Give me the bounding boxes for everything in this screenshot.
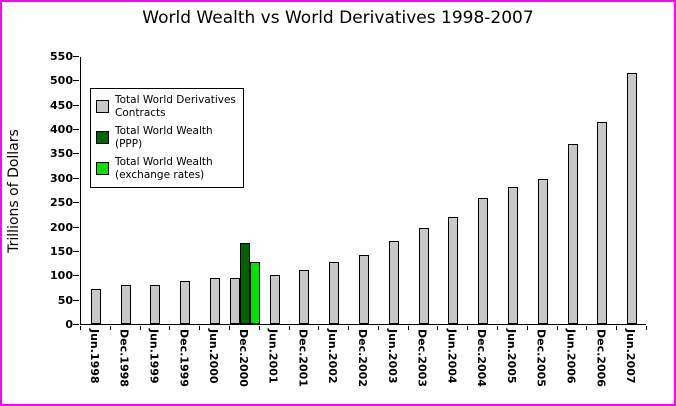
y-tick-mark — [73, 250, 79, 252]
bar — [120, 285, 131, 324]
plot-area — [80, 57, 646, 325]
x-tick-mark — [616, 326, 618, 330]
x-tick-label: Dec.2001 — [296, 329, 310, 387]
legend-swatch — [96, 131, 109, 145]
x-tick-mark — [80, 326, 81, 330]
legend-label: Total World Wealth (PPP) — [115, 125, 213, 150]
legend-swatch — [96, 100, 109, 114]
x-tick-label: Jun.1999 — [147, 329, 161, 384]
bar — [329, 262, 340, 324]
x-tick-mark — [497, 326, 499, 330]
legend-entry: Total World Wealth (exchange rates) — [96, 156, 236, 181]
x-tick-label: Jun.2004 — [445, 329, 459, 384]
y-tick-label: 350 — [50, 147, 73, 161]
x-tick-mark — [526, 326, 528, 330]
x-tick-mark — [586, 326, 588, 330]
x-tick-label: Dec.2005 — [534, 329, 548, 387]
bar — [249, 262, 260, 324]
x-tick-mark — [437, 326, 439, 330]
y-tick-label: 100 — [50, 269, 73, 283]
x-tick-label: Jun.2000 — [207, 329, 221, 384]
x-tick-mark — [348, 326, 350, 330]
bar — [359, 255, 369, 324]
bar — [299, 270, 310, 324]
y-tick-mark — [73, 104, 79, 106]
bar — [229, 278, 240, 324]
x-tick-mark — [467, 326, 469, 330]
y-tick-label: 200 — [50, 220, 73, 234]
x-tick-label: Jun.2006 — [564, 329, 578, 384]
y-tick-label: 150 — [50, 244, 73, 258]
x-tick-label: Dec.2000 — [236, 329, 250, 387]
bar — [627, 73, 638, 324]
legend-entry: Total World Wealth (PPP) — [96, 125, 236, 150]
y-tick-label: 400 — [50, 123, 73, 137]
y-tick-label: 500 — [50, 74, 73, 88]
x-tick-mark — [288, 326, 290, 330]
x-tick-label: Dec.2002 — [356, 329, 369, 387]
y-tick-mark — [73, 177, 79, 179]
y-tick-mark — [73, 275, 79, 277]
y-tick-mark — [73, 324, 79, 325]
x-tick-mark — [199, 326, 201, 330]
y-tick-mark — [73, 202, 79, 204]
x-tick-mark — [556, 326, 558, 330]
y-tick-mark — [73, 56, 79, 57]
x-tick-mark — [407, 326, 409, 330]
y-axis-title: Trillions of Dollars — [6, 129, 22, 253]
legend-entry: Total World Derivatives Contracts — [96, 94, 236, 119]
x-tick-label: Jun.2005 — [504, 329, 518, 384]
x-tick-label: Dec.1999 — [177, 329, 191, 387]
x-tick-label: Dec.1998 — [117, 329, 131, 387]
x-tick-mark — [258, 326, 260, 330]
x-tick-mark — [377, 326, 379, 330]
y-tick-label: 50 — [57, 293, 73, 307]
y-tick-label: 300 — [50, 171, 73, 185]
x-tick-label: Jun.2001 — [266, 329, 280, 384]
bar — [269, 275, 280, 324]
bar — [448, 217, 459, 324]
chart-title: World Wealth vs World Derivatives 1998-2… — [142, 8, 534, 28]
bar — [507, 187, 518, 324]
bar — [180, 281, 191, 324]
x-tick-mark — [139, 326, 141, 330]
y-tick-mark — [73, 299, 79, 301]
y-tick-mark — [73, 80, 79, 82]
x-tick-label: Jun.1998 — [87, 329, 101, 384]
legend: Total World Derivatives Contracts Total W… — [90, 88, 244, 188]
bar — [537, 179, 548, 324]
bar — [418, 228, 429, 324]
x-tick-label: Jun.2003 — [385, 329, 399, 384]
bar — [597, 122, 608, 324]
y-tick-mark — [73, 153, 79, 155]
y-tick-mark — [73, 129, 79, 131]
x-tick-mark — [318, 326, 320, 330]
x-tick-label: Jun.2007 — [624, 329, 638, 384]
y-tick-label: 0 — [65, 318, 73, 331]
y-tick-label: 450 — [50, 98, 73, 112]
x-tick-mark — [646, 326, 647, 330]
y-tick-label: 250 — [50, 196, 73, 210]
legend-label: Total World Wealth (exchange rates) — [115, 156, 213, 181]
bar — [567, 144, 578, 324]
bar — [478, 198, 489, 324]
bar — [210, 278, 221, 324]
x-tick-label: Jun.2002 — [326, 329, 340, 384]
bar — [239, 243, 250, 324]
x-tick-label: Dec.2003 — [415, 329, 429, 387]
legend-swatch — [96, 162, 109, 176]
x-tick-mark — [169, 326, 171, 330]
x-tick-label: Dec.2004 — [475, 329, 489, 387]
x-tick-mark — [109, 326, 111, 330]
bar — [388, 241, 399, 324]
y-tick-mark — [73, 226, 79, 228]
x-tick-label: Dec.2006 — [594, 329, 608, 387]
bar — [150, 285, 161, 324]
bar — [90, 289, 101, 324]
x-tick-mark — [228, 326, 230, 330]
y-tick-label: 550 — [50, 50, 73, 63]
legend-label: Total World Derivatives Contracts — [115, 94, 236, 119]
